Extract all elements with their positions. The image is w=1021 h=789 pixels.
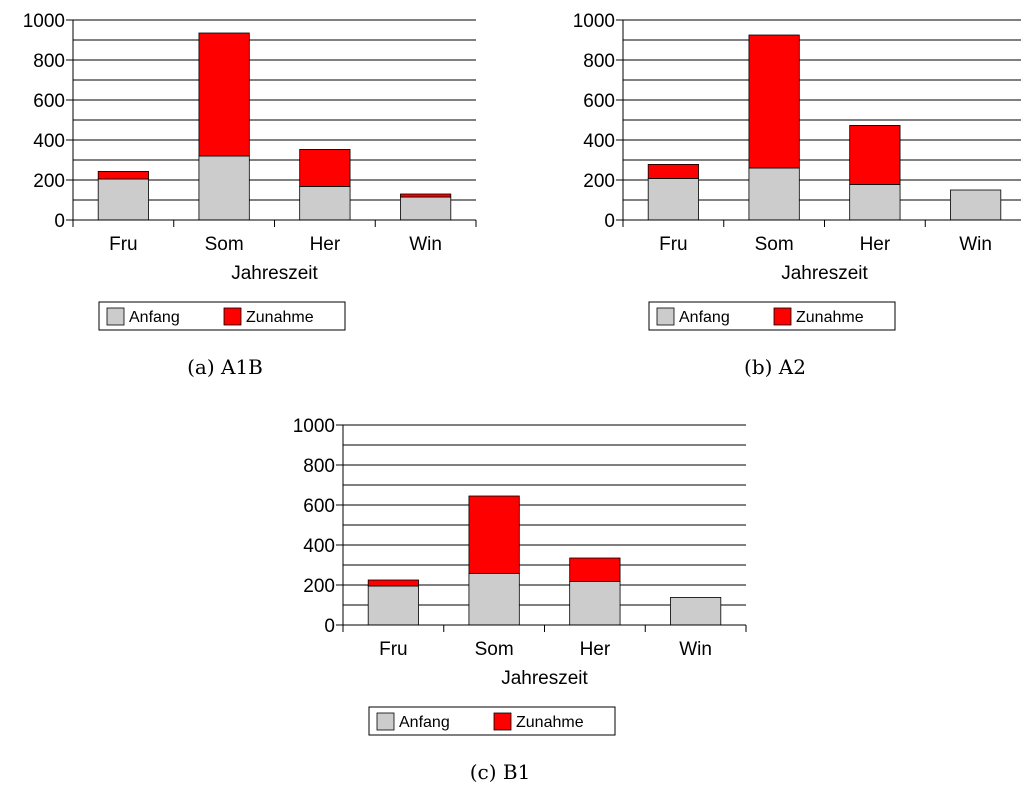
bar-zunahme-fru (647, 163, 699, 179)
legend: Anfang Zunahme (648, 301, 896, 331)
chart-a2: Fru Som Her Win 0 200 400 600 800 1000 Jahreszeit A… (573, 11, 1021, 379)
legend-label-zunahme: Zunahme (246, 309, 314, 326)
x-tick-label: Fru (109, 234, 138, 255)
y-tick-label: 1000 (573, 11, 615, 32)
bar-anfang-fru (647, 177, 699, 221)
legend-label-anfang: Anfang (399, 714, 450, 731)
bar-anfang-fru (367, 585, 419, 626)
bar-zunahme-her (569, 557, 621, 582)
legend-box (98, 301, 346, 331)
chart-caption: (c) B1 (470, 760, 531, 784)
bar-zunahme-fru (367, 579, 419, 587)
x-axis-title: Jahreszeit (501, 668, 588, 689)
x-tick-label: Win (409, 234, 442, 255)
x-tick-label: Her (310, 234, 341, 255)
x-tick-label: Win (679, 639, 712, 660)
bar-anfang-her (299, 185, 351, 221)
bar-zunahme-win (400, 193, 452, 198)
y-tick-label: 400 (33, 131, 65, 152)
y-tick-label: 600 (303, 496, 335, 517)
y-tick-label: 200 (303, 576, 335, 597)
legend-label-anfang: Anfang (129, 309, 180, 326)
x-tick-label: Som (755, 234, 794, 255)
legend-label-zunahme: Zunahme (796, 309, 864, 326)
y-tick-label: 1000 (23, 11, 65, 32)
chart-panel-a2: Fru Som Her Win 0 200 400 600 800 1000 Jahreszeit A… (550, 0, 1021, 390)
y-tick-label: 200 (33, 171, 65, 192)
y-tick-label: 200 (583, 171, 615, 192)
legend-box (648, 301, 896, 331)
chart-b1: Fru Som Her Win 0 200 400 600 800 1000 Jahreszeit A… (293, 416, 747, 784)
y-tick-label: 0 (604, 211, 615, 232)
x-tick-label: Win (959, 234, 992, 255)
bar-anfang-her (569, 580, 621, 626)
bar-anfang-fru (97, 178, 149, 221)
x-tick-label: Som (205, 234, 244, 255)
chart-caption: (b) A2 (744, 355, 806, 379)
y-tick-label: 0 (324, 616, 335, 637)
bar-anfang-win (400, 196, 452, 221)
y-tick-label: 600 (33, 91, 65, 112)
bar-anfang-her (849, 183, 901, 221)
bar-zunahme-her (849, 125, 901, 185)
bar-anfang-win (950, 189, 1002, 221)
x-axis-title: Jahreszeit (781, 263, 868, 284)
bar-zunahme-her (299, 148, 351, 187)
x-tick-label: Fru (379, 639, 408, 660)
legend-label-anfang: Anfang (679, 309, 730, 326)
bar-zunahme-som (468, 495, 520, 574)
y-tick-label: 400 (303, 536, 335, 557)
legend-swatch-anfang (106, 307, 125, 326)
chart-caption: (a) A1B (187, 355, 263, 379)
bar-anfang-som (468, 572, 520, 626)
x-tick-label: Som (475, 639, 514, 660)
y-tick-label: 800 (583, 51, 615, 72)
legend-box (368, 706, 616, 736)
legend: Anfang Zunahme (98, 301, 346, 331)
legend-swatch-zunahme (493, 712, 512, 731)
y-tick-label: 0 (54, 211, 65, 232)
bar-anfang-win (670, 596, 722, 626)
chart-panel-b1: Fru Som Her Win 0 200 400 600 800 1000 Jahreszeit A… (270, 405, 750, 789)
x-tick-label: Her (860, 234, 891, 255)
bar-zunahme-fru (97, 170, 149, 180)
bar-anfang-som (748, 167, 800, 221)
y-tick-label: 400 (583, 131, 615, 152)
bar-zunahme-som (198, 32, 250, 157)
y-tick-label: 600 (583, 91, 615, 112)
bar-zunahme-som (748, 34, 800, 169)
legend: Anfang Zunahme (368, 706, 616, 736)
y-tick-label: 1000 (293, 416, 335, 437)
legend-swatch-anfang (656, 307, 675, 326)
x-tick-label: Fru (659, 234, 688, 255)
x-axis-title: Jahreszeit (231, 263, 318, 284)
bar-anfang-som (198, 155, 250, 221)
chart-panel-a1b: Fru Som Her Win 0 200 400 600 800 1000 Jahreszeit A… (0, 0, 480, 390)
chart-a1b: Fru Som Her Win 0 200 400 600 800 1000 Jahreszeit A… (23, 11, 477, 379)
y-tick-label: 800 (33, 51, 65, 72)
x-tick-label: Her (580, 639, 611, 660)
legend-swatch-zunahme (223, 307, 242, 326)
legend-swatch-zunahme (773, 307, 792, 326)
y-tick-label: 800 (303, 456, 335, 477)
legend-swatch-anfang (376, 712, 395, 731)
legend-label-zunahme: Zunahme (516, 714, 584, 731)
